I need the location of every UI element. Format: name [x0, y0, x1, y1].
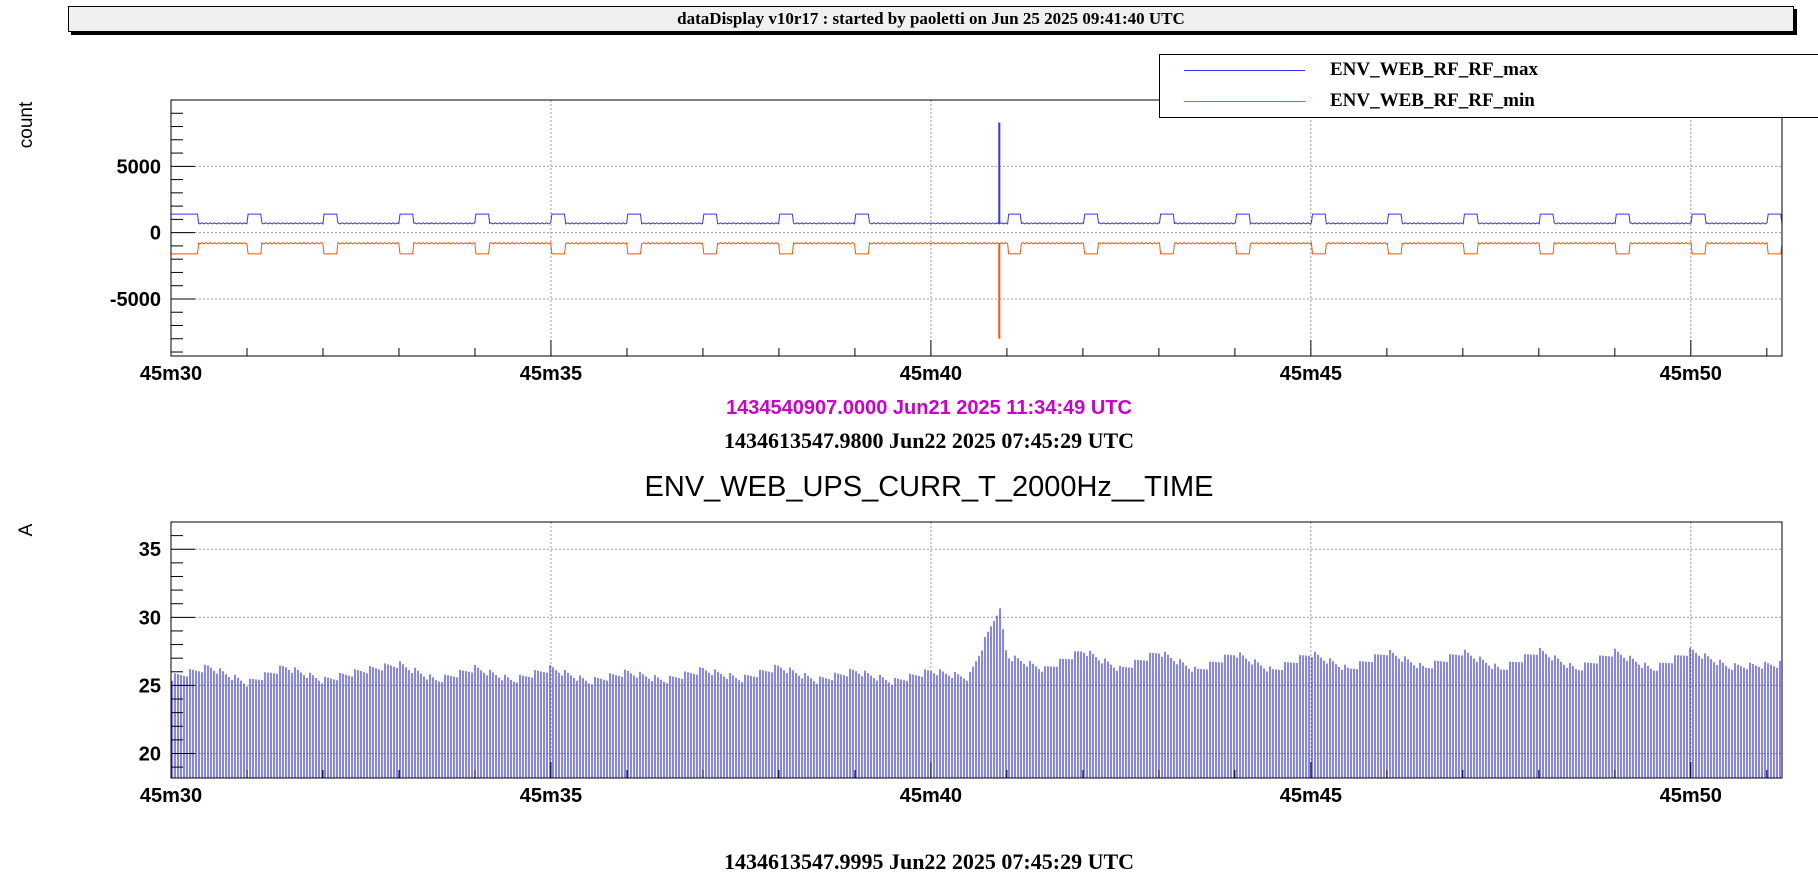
top-axis-ticks: [170, 99, 1768, 356]
legend-entry-max: ENV_WEB_RF_RF_max: [1160, 55, 1818, 86]
bottom-axis-labels: 45m30 45m35 45m40 45m45 45m50 35 30 25 20: [139, 539, 1722, 807]
x-tick-label: 45m50: [1660, 785, 1722, 807]
x-tick-label: 45m45: [1280, 785, 1342, 807]
series-line-min: [171, 241, 1783, 255]
y-tick-label: 20: [139, 743, 161, 765]
x-tick-label: 45m35: [520, 363, 582, 385]
y-tick-label: 0: [150, 223, 161, 245]
reference-time-magenta: 1434540907.0000 Jun21 2025 11:34:49 UTC: [726, 397, 1132, 419]
legend-swatch-min: [1184, 101, 1305, 102]
bottom-y-unit-label: A: [16, 523, 37, 536]
y-tick-label: 35: [139, 539, 161, 561]
x-tick-label: 45m50: [1660, 363, 1722, 385]
legend-label-max: ENV_WEB_RF_RF_max: [1330, 59, 1538, 80]
top-reference-time: 1434613547.9800 Jun22 2025 07:45:29 UTC: [723, 428, 1135, 453]
display-title: dataDisplay v10r17 : started by paoletti…: [68, 6, 1794, 32]
bottom-panel-title: ENV_WEB_UPS_CURR_T_2000Hz__TIME: [644, 471, 1214, 503]
legend-entry-min: ENV_WEB_RF_RF_min: [1160, 86, 1818, 117]
x-tick-label: 45m40: [900, 785, 962, 807]
bottom-reference-time: 1434613547.9995 Jun22 2025 07:45:29 UTC: [723, 849, 1135, 874]
top-axis-labels: 45m30 45m35 45m40 45m45 45m50 5000 0 -5000: [110, 156, 1722, 385]
bottom-plot-frame: [170, 521, 1783, 779]
bottom-chart-panel: 45m30 45m35 45m40 45m45 45m50 35 30 25 20 A: [16, 521, 1783, 807]
y-tick-label: 5000: [117, 156, 162, 178]
x-tick-label: 45m35: [520, 785, 582, 807]
y-tick-label: -5000: [110, 289, 161, 311]
x-tick-label: 45m45: [1280, 363, 1342, 385]
bottom-series-group: [171, 608, 1781, 778]
top-chart-panel: 45m30 45m35 45m40 45m45 45m50 5000 0 -5000 coun…: [16, 99, 1783, 385]
top-grid: [171, 100, 1782, 356]
legend-label-min: ENV_WEB_RF_RF_min: [1330, 90, 1535, 111]
top-plot-frame: [170, 99, 1783, 357]
x-tick-label: 45m40: [900, 363, 962, 385]
legend-swatch-max: [1184, 70, 1305, 71]
x-tick-label: 45m30: [140, 363, 202, 385]
bottom-axis-ticks: [170, 521, 1768, 778]
y-tick-label: 30: [139, 607, 161, 629]
y-tick-label: 25: [139, 675, 161, 697]
top-series-group: [171, 122, 1783, 339]
current-bars: [171, 608, 1781, 778]
x-tick-label: 45m30: [140, 785, 202, 807]
legend: ENV_WEB_RF_RF_max ENV_WEB_RF_RF_min: [1159, 54, 1818, 118]
top-y-unit-label: count: [16, 101, 37, 148]
series-line-max: [171, 213, 1783, 225]
